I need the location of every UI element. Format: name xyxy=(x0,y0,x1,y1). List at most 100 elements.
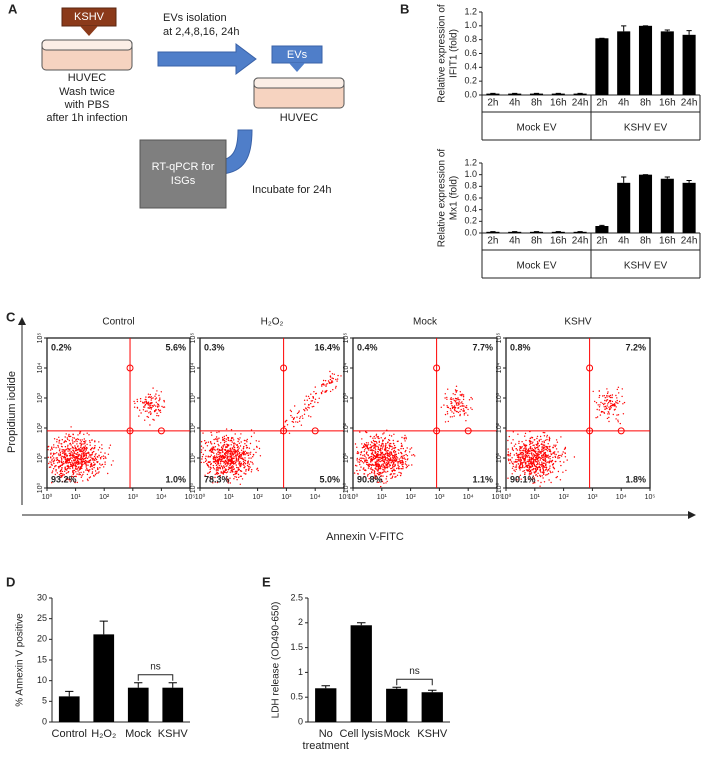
event-dot xyxy=(378,469,379,470)
event-dot xyxy=(371,446,372,447)
event-dot xyxy=(245,440,246,441)
event-dot xyxy=(525,455,526,456)
event-dot xyxy=(151,399,152,400)
event-dot xyxy=(236,460,237,461)
y-tick-label: 2 xyxy=(298,617,303,627)
event-dot xyxy=(231,438,232,439)
event-dot xyxy=(72,439,73,440)
event-dot xyxy=(405,461,406,462)
event-dot xyxy=(543,448,544,449)
event-dot xyxy=(164,406,165,407)
event-dot xyxy=(613,414,614,415)
event-dot xyxy=(380,452,381,453)
event-dot xyxy=(543,472,544,473)
event-dot xyxy=(72,455,73,456)
event-dot xyxy=(232,471,233,472)
event-dot xyxy=(220,455,221,456)
event-dot xyxy=(463,396,464,397)
x-tick-label: 24h xyxy=(572,236,589,247)
event-dot xyxy=(388,466,389,467)
event-dot xyxy=(330,376,331,377)
event-dot xyxy=(391,435,392,436)
event-dot xyxy=(565,447,566,448)
event-dot xyxy=(527,461,528,462)
event-dot xyxy=(252,463,253,464)
y-tick-label: 10⁰ xyxy=(189,483,197,494)
event-dot xyxy=(231,429,232,430)
event-dot xyxy=(293,419,294,420)
event-dot xyxy=(59,448,60,449)
event-dot xyxy=(72,437,73,438)
event-dot xyxy=(559,455,560,456)
event-dot xyxy=(217,449,218,450)
bar xyxy=(595,38,608,95)
event-dot xyxy=(553,466,554,467)
event-dot xyxy=(158,395,159,396)
event-dot xyxy=(311,400,312,401)
event-dot xyxy=(372,452,373,453)
event-dot xyxy=(69,460,70,461)
event-dot xyxy=(385,464,386,465)
event-dot xyxy=(446,397,447,398)
event-dot xyxy=(404,440,405,441)
event-dot xyxy=(87,469,88,470)
event-dot xyxy=(89,442,90,443)
event-dot xyxy=(519,449,520,450)
event-dot xyxy=(251,436,252,437)
event-dot xyxy=(516,469,517,470)
event-dot xyxy=(540,464,541,465)
event-dot xyxy=(522,450,523,451)
event-dot xyxy=(560,461,561,462)
event-dot xyxy=(240,484,241,485)
event-dot xyxy=(598,404,599,405)
event-dot xyxy=(62,471,63,472)
event-dot xyxy=(390,451,391,452)
event-dot xyxy=(371,464,372,465)
event-dot xyxy=(150,413,151,414)
event-dot xyxy=(226,428,227,429)
event-dot xyxy=(75,456,76,457)
event-dot xyxy=(543,450,544,451)
event-dot xyxy=(373,459,374,460)
event-dot xyxy=(544,456,545,457)
event-dot xyxy=(366,462,367,463)
event-dot xyxy=(544,463,545,464)
event-dot xyxy=(65,436,66,437)
event-dot xyxy=(414,455,415,456)
event-dot xyxy=(241,454,242,455)
quadrant-label: 0.8% xyxy=(510,342,531,352)
event-dot xyxy=(386,460,387,461)
event-dot xyxy=(394,470,395,471)
event-dot xyxy=(400,472,401,473)
event-dot xyxy=(71,451,72,452)
event-dot xyxy=(531,443,532,444)
event-dot xyxy=(58,466,59,467)
event-dot xyxy=(49,461,50,462)
event-dot xyxy=(74,441,75,442)
y-tick-label: 10⁰ xyxy=(342,483,350,494)
event-dot xyxy=(233,443,234,444)
event-dot xyxy=(545,440,546,441)
event-dot xyxy=(148,417,149,418)
event-dot xyxy=(523,462,524,463)
event-dot xyxy=(541,462,542,463)
event-dot xyxy=(391,462,392,463)
y-tick-label: 20 xyxy=(37,634,47,644)
event-dot xyxy=(144,405,145,406)
event-dot xyxy=(156,397,157,398)
event-dot xyxy=(526,455,527,456)
event-dot xyxy=(371,471,372,472)
event-dot xyxy=(385,482,386,483)
event-dot xyxy=(365,448,366,449)
event-dot xyxy=(234,471,235,472)
event-dot xyxy=(244,460,245,461)
event-dot xyxy=(299,418,300,419)
event-dot xyxy=(513,450,514,451)
event-dot xyxy=(70,426,71,427)
event-dot xyxy=(520,452,521,453)
event-dot xyxy=(148,394,149,395)
event-dot xyxy=(145,411,146,412)
bar xyxy=(661,31,674,95)
event-dot xyxy=(388,462,389,463)
event-dot xyxy=(557,442,558,443)
